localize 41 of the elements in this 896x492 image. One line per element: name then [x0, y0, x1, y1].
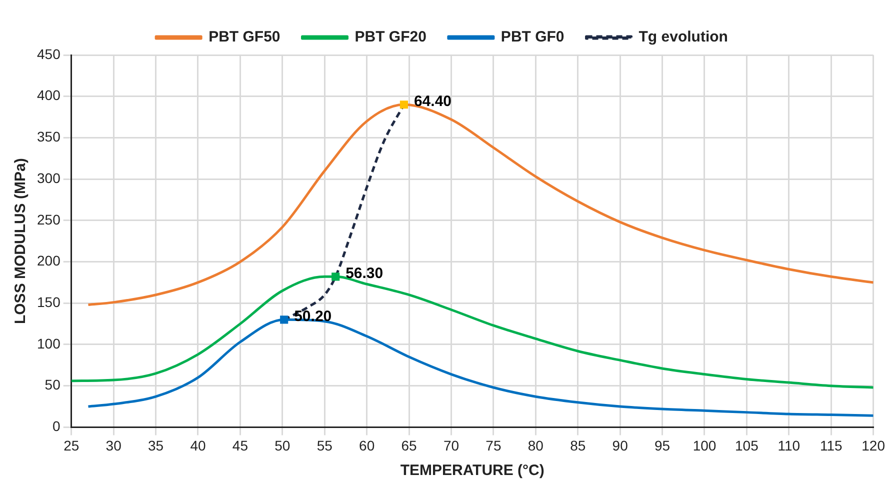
x-tick-label: 60 — [359, 437, 375, 454]
y-tick-label: 450 — [37, 46, 61, 62]
x-tick-label: 100 — [692, 437, 716, 454]
y-tick-label: 250 — [37, 211, 61, 228]
legend-label: PBT GF0 — [500, 28, 564, 46]
legend-label: Tg evolution — [638, 28, 728, 46]
x-tick-label: 75 — [486, 437, 502, 454]
annotation: 64.40 — [414, 92, 452, 110]
x-tick-label: 105 — [735, 437, 759, 454]
x-tick-label: 80 — [528, 437, 544, 454]
x-tick-label: 95 — [654, 437, 670, 454]
x-tick-label: 120 — [862, 437, 886, 454]
x-tick-label: 30 — [106, 437, 122, 454]
x-tick-label: 90 — [612, 437, 628, 454]
x-tick-label: 115 — [820, 437, 842, 454]
y-tick-label: 0 — [52, 418, 61, 434]
x-tick-label: 35 — [148, 437, 164, 454]
x-tick-label: 85 — [570, 437, 586, 454]
point — [332, 272, 340, 281]
y-tick-label: 100 — [37, 335, 61, 352]
y-tick-label: 50 — [44, 376, 61, 393]
y-tick-label: 300 — [37, 170, 61, 186]
point — [280, 316, 288, 324]
x-tick-label: 40 — [190, 437, 206, 454]
x-tick-label: 110 — [778, 437, 800, 454]
x-tick-label: 65 — [401, 437, 418, 454]
x-tick-label: 45 — [232, 437, 248, 454]
y-tick-label: 350 — [37, 128, 61, 145]
x-tick-label: 50 — [274, 437, 290, 454]
x-tick-label: 70 — [443, 437, 460, 454]
point — [400, 100, 408, 109]
legend-label: PBT GF20 — [354, 28, 426, 46]
y-tick-label: 200 — [37, 252, 61, 269]
y-tick-label: 150 — [37, 294, 61, 310]
y-tick-label: 400 — [37, 87, 61, 104]
x-tick-label: 25 — [64, 437, 80, 454]
x-tick-label: 55 — [316, 437, 333, 454]
annotation: 56.30 — [346, 264, 384, 282]
y-axis-title: LOSS MODULUS (MPa) — [12, 158, 30, 324]
legend-label: PBT GF50 — [208, 28, 280, 46]
x-axis-title: TEMPERATURE (°C) — [400, 462, 544, 480]
